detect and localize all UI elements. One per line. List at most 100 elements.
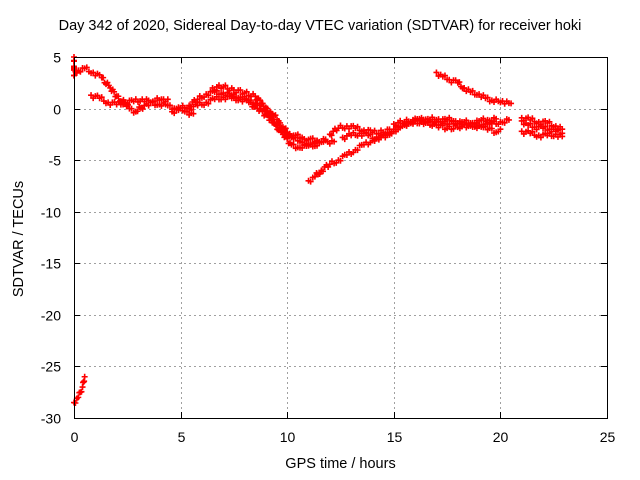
data-point — [100, 74, 107, 81]
data-point — [441, 72, 448, 79]
data-point — [128, 105, 135, 112]
data-point — [259, 100, 266, 107]
data-point — [222, 96, 229, 103]
data-point — [546, 118, 553, 125]
data-point — [290, 141, 297, 148]
data-point — [111, 88, 118, 95]
data-point — [446, 123, 453, 130]
series-arc-c — [186, 93, 321, 150]
data-point — [149, 98, 156, 105]
data-point — [268, 114, 275, 121]
x-axis-label: GPS time / hours — [285, 456, 396, 472]
data-point — [284, 135, 291, 142]
data-point — [471, 122, 478, 129]
data-point — [367, 131, 374, 138]
data-point — [433, 69, 440, 76]
data-point — [77, 68, 84, 75]
data-point — [292, 134, 299, 141]
data-point — [456, 79, 463, 86]
data-point — [166, 102, 173, 109]
data-point — [484, 94, 491, 101]
data-point — [282, 132, 289, 139]
data-point — [354, 147, 361, 154]
data-point — [257, 97, 264, 104]
series-arc-a — [88, 92, 197, 118]
data-point — [134, 108, 141, 115]
data-point — [139, 105, 146, 112]
data-point — [559, 133, 566, 140]
y-tick-label: -5 — [49, 153, 62, 169]
x-tick-label: 10 — [280, 429, 296, 445]
data-point — [488, 125, 495, 132]
data-point — [501, 119, 508, 126]
data-point — [343, 151, 350, 158]
data-point — [194, 96, 201, 103]
data-point — [262, 105, 269, 112]
chart-title: Day 342 of 2020, Sidereal Day-to-day VTE… — [58, 18, 582, 34]
data-point — [145, 102, 152, 109]
data-point — [371, 127, 378, 134]
data-point — [307, 178, 314, 185]
data-point — [75, 394, 82, 401]
series-arc-low-start — [71, 373, 88, 406]
data-point — [480, 92, 487, 99]
plot-frame — [74, 57, 608, 419]
data-point — [337, 157, 344, 164]
data-point — [243, 88, 250, 95]
data-marks — [71, 54, 566, 406]
data-point — [188, 106, 195, 113]
data-point — [115, 93, 122, 100]
data-point — [424, 118, 431, 125]
series-arc-k — [518, 114, 566, 133]
data-point — [508, 100, 515, 107]
y-tick-label: -30 — [41, 411, 61, 427]
data-point — [542, 123, 549, 130]
x-tick-label: 20 — [493, 429, 509, 445]
data-point — [230, 93, 237, 100]
data-point — [537, 134, 544, 141]
axis-ticks: 0 5 10 15 20 25 5 0 -5 -10 -15 -20 -25 -30 — [41, 50, 616, 446]
data-point — [488, 118, 495, 125]
data-point — [418, 117, 425, 124]
data-point — [331, 138, 338, 145]
data-point — [286, 131, 293, 138]
x-tick-label: 0 — [71, 429, 79, 445]
data-point — [277, 125, 284, 132]
data-point — [493, 115, 500, 122]
data-point — [326, 161, 333, 168]
series-arc-i — [433, 69, 515, 107]
data-point — [450, 125, 457, 132]
data-point — [205, 92, 212, 99]
data-point — [247, 99, 254, 106]
series-arc-l — [518, 127, 566, 141]
data-point — [505, 116, 512, 123]
data-point — [311, 173, 318, 180]
series-arc-d — [209, 82, 338, 152]
data-point — [205, 100, 212, 107]
series-arc-h — [390, 116, 504, 136]
data-point — [559, 126, 566, 133]
data-point — [375, 136, 382, 143]
data-point — [272, 112, 279, 119]
y-tick-label: -15 — [41, 256, 61, 272]
data-point — [282, 125, 289, 132]
data-point — [341, 136, 348, 143]
y-tick-label: -25 — [41, 359, 61, 375]
data-point — [456, 125, 463, 132]
data-point — [72, 399, 79, 406]
data-point — [299, 145, 306, 152]
y-tick-label: 0 — [53, 102, 61, 118]
data-point — [190, 110, 197, 117]
data-point — [529, 128, 536, 135]
data-point — [439, 122, 446, 129]
x-tick-label: 15 — [387, 429, 403, 445]
x-tick-label: 25 — [600, 429, 616, 445]
data-point — [392, 128, 399, 135]
data-point — [463, 117, 470, 124]
grid-lines — [74, 57, 607, 418]
y-tick-label: 5 — [53, 50, 61, 66]
data-point — [81, 373, 88, 380]
data-point — [467, 120, 474, 127]
data-point — [407, 120, 414, 127]
